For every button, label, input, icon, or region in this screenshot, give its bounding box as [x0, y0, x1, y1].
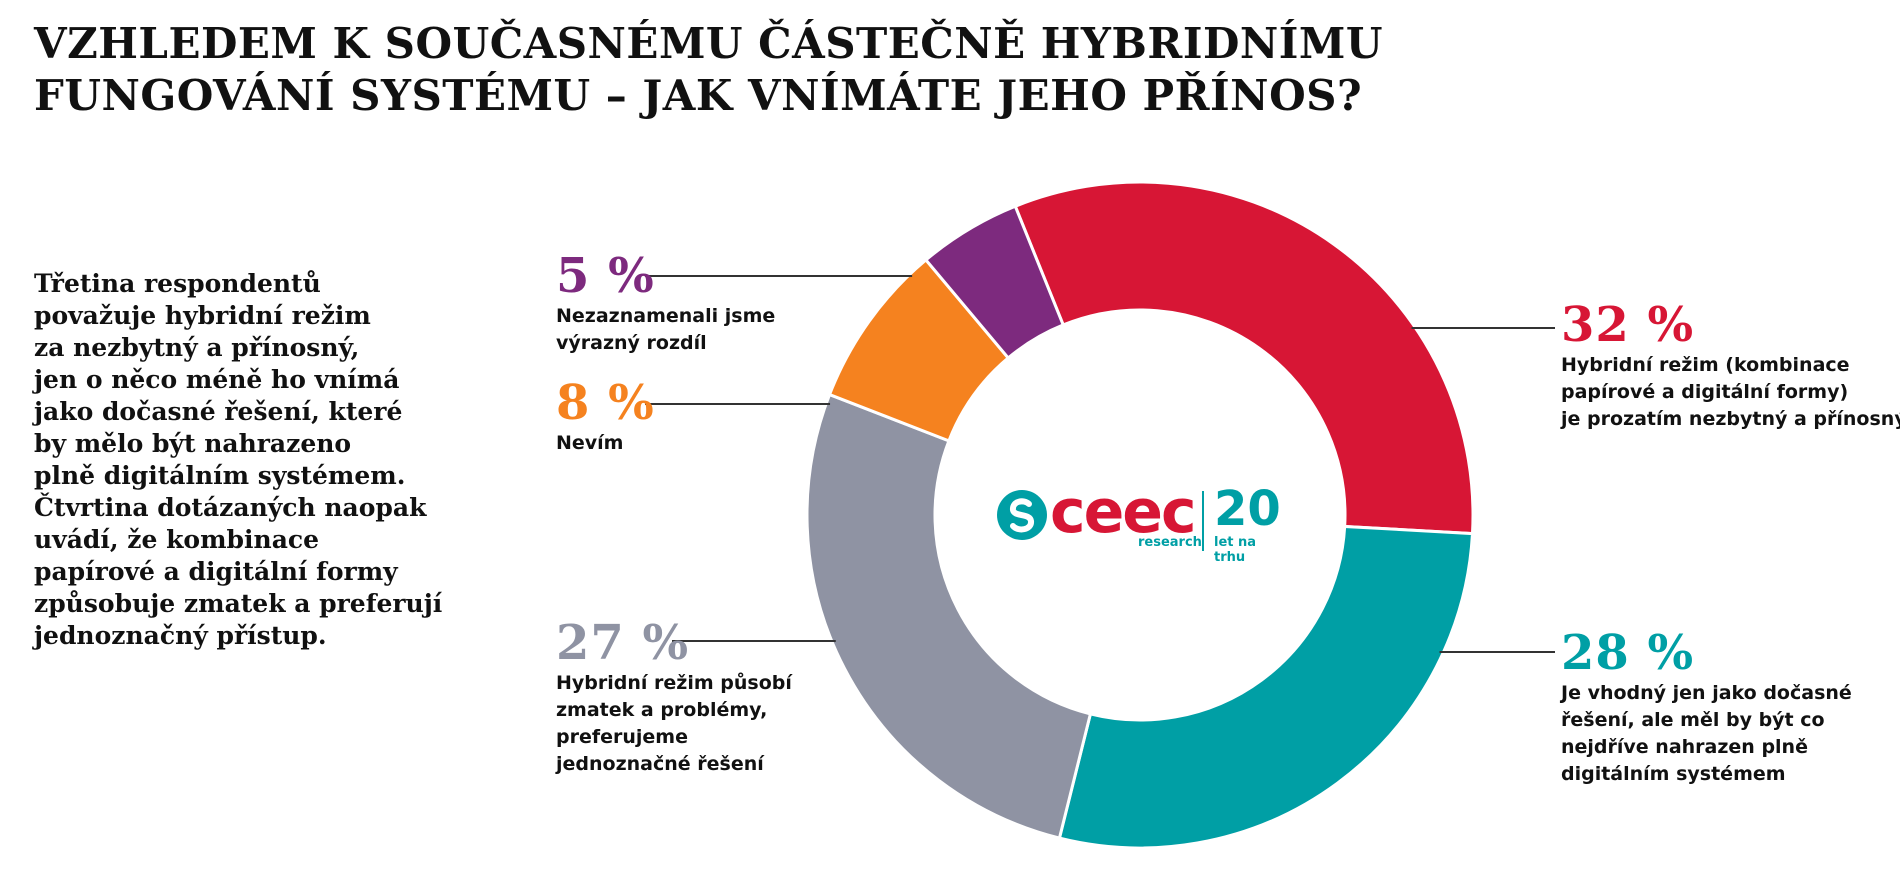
slice-description: Je vhodný jen jako dočasné řešení, ale m… [1561, 680, 1852, 788]
intro-line: jen o něco méně ho vnímá [34, 365, 400, 394]
desc-line: Nezaznamenali jsme [556, 305, 776, 327]
intro-line: Čtvrtina dotázaných naopak [34, 493, 427, 522]
intro-line: jednoznačný přístup. [34, 621, 327, 650]
title-line-2: FUNGOVÁNÍ SYSTÉMU – JAK VNÍMÁTE JEHO PŘÍ… [34, 71, 1363, 120]
slice-percent: 27 % [556, 615, 690, 671]
intro-line: by mělo být nahrazeno [34, 429, 352, 458]
logo-divider [1202, 491, 1204, 551]
leader-lines [645, 275, 1555, 653]
desc-line: Je vhodný jen jako dočasné [1561, 682, 1852, 704]
slice-percent: 32 % [1561, 297, 1695, 353]
desc-line: digitálním systémem [1561, 763, 1786, 785]
desc-line: Nevím [556, 432, 624, 454]
desc-line: nejdříve nahrazen plně [1561, 736, 1808, 758]
slice-label-32: 32 % Hybridní režim (kombinace papírové … [1561, 298, 1900, 433]
slice-description: Nezaznamenali jsme výrazný rozdíl [556, 303, 775, 357]
intro-line: způsobuje zmatek a preferují [34, 589, 443, 618]
slice-label-5: 5 % Nezaznamenali jsme výrazný rozdíl [556, 249, 775, 357]
intro-line: plně digitálním systémem. [34, 461, 406, 490]
donut-slice-5 [923, 204, 1066, 361]
logo-years-caption: let na trhu [1214, 535, 1257, 565]
desc-line: jednoznačné řešení [556, 753, 764, 775]
logo-wordmark: ceec [1050, 477, 1197, 547]
donut-slices [805, 180, 1475, 850]
slice-description: Nevím [556, 430, 655, 457]
intro-line: za nezbytný a přínosný, [34, 333, 360, 362]
desc-line: preferujeme [556, 726, 688, 748]
title-line-1: VZHLEDEM K SOUČASNÉMU ČÁSTEČNĚ HYBRIDNÍM… [34, 19, 1384, 68]
donut-slice-32 [1013, 180, 1475, 536]
slice-percent: 28 % [1561, 625, 1695, 681]
desc-line: je prozatím nezbytný a přínosný [1561, 408, 1900, 430]
chart-title: VZHLEDEM K SOUČASNÉMU ČÁSTEČNĚ HYBRIDNÍM… [34, 18, 1434, 122]
slice-label-27: 27 % Hybridní režim působí zmatek a prob… [556, 616, 792, 778]
intro-text: Třetina respondentů považuje hybridní re… [34, 268, 454, 652]
slice-percent: 5 % [556, 248, 655, 304]
donut-slice-28 [1057, 524, 1475, 850]
desc-line: výrazný rozdíl [556, 332, 707, 354]
ceec-emblem-icon [997, 490, 1047, 540]
slice-description: Hybridní režim (kombinace papírové a dig… [1561, 352, 1900, 433]
desc-line: zmatek a problémy, [556, 699, 768, 721]
slice-description: Hybridní režim působí zmatek a problémy,… [556, 670, 792, 778]
intro-line: jako dočasné řešení, které [34, 397, 403, 426]
intro-line: uvádí, že kombinace [34, 525, 320, 554]
desc-line: Hybridní režim působí [556, 672, 792, 694]
desc-line: řešení, ale měl by být co [1561, 709, 1825, 731]
desc-line: papírové a digitální formy) [1561, 381, 1849, 403]
logo-research: research [1138, 535, 1202, 550]
ceec-logo: ceec research 20 let na trhu [996, 477, 1286, 573]
slice-percent: 8 % [556, 375, 655, 431]
intro-line: považuje hybridní režim [34, 301, 371, 330]
logo-years: 20 [1214, 481, 1281, 537]
slice-label-28: 28 % Je vhodný jen jako dočasné řešení, … [1561, 626, 1852, 788]
intro-line: Třetina respondentů [34, 269, 321, 298]
desc-line: Hybridní režim (kombinace [1561, 354, 1850, 376]
slice-label-8: 8 % Nevím [556, 376, 655, 457]
donut-slice-27 [805, 392, 1093, 840]
intro-line: papírové a digitální formy [34, 557, 398, 586]
